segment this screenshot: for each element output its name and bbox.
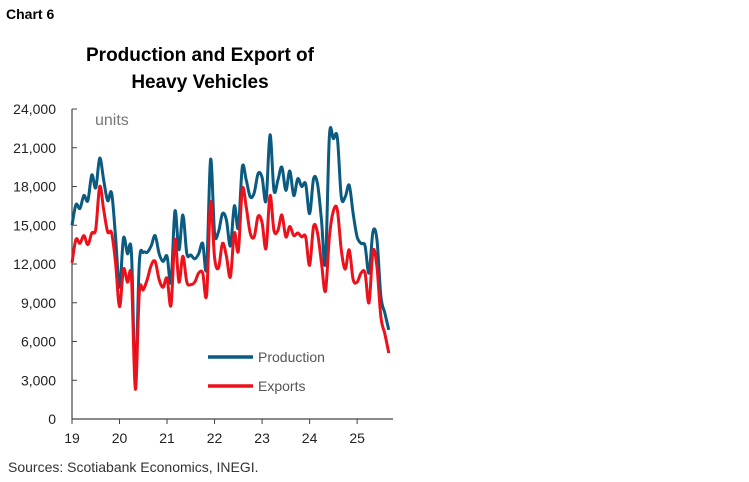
x-tick-label: 22 (207, 430, 223, 446)
source-note: Sources: Scotiabank Economics, INEGI. (8, 459, 259, 475)
series-line-exports (70, 184, 391, 391)
series-lines (70, 126, 391, 391)
chart-title-line-2: Heavy Vehicles (131, 72, 268, 93)
y-tick-label: 24,000 (13, 101, 56, 117)
chart-title-line-1: Production and Export of (86, 45, 315, 66)
y-tick-label: 9,000 (21, 295, 56, 311)
legend: Production Exports (208, 349, 325, 394)
series-line-production (70, 126, 391, 381)
x-tick-label: 20 (112, 430, 128, 446)
x-tick-label: 23 (254, 430, 270, 446)
y-tick-label: 12,000 (13, 256, 56, 272)
axes: 0 3,000 6,000 9,000 12,000 15,000 18,000 21,000… (13, 101, 393, 446)
y-tick-label: 6,000 (21, 334, 56, 350)
x-tick-label: 19 (64, 430, 80, 446)
y-tick-label: 0 (48, 411, 56, 427)
chart-number-label: Chart 6 (6, 6, 54, 22)
y-tick-label: 18,000 (13, 179, 56, 195)
y-tick-label: 21,000 (13, 140, 56, 156)
y-tick-label: 15,000 (13, 217, 56, 233)
legend-label-production: Production (258, 349, 325, 365)
x-tick-label: 25 (349, 430, 365, 446)
y-axis-unit-label: units (95, 112, 129, 129)
legend-label-exports: Exports (258, 378, 305, 394)
x-tick-label: 24 (302, 430, 318, 446)
y-tick-label: 3,000 (21, 372, 56, 388)
x-tick-label: 21 (159, 430, 175, 446)
